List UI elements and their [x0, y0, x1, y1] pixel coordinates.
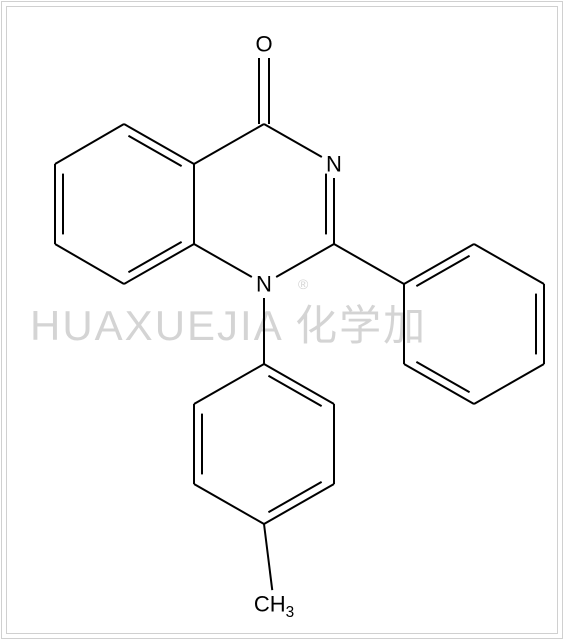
molecule-diagram: N N O CH3 [0, 0, 564, 640]
svg-text:N: N [256, 272, 272, 297]
svg-text:O: O [255, 32, 272, 57]
svg-text:CH3: CH3 [254, 592, 294, 622]
svg-text:N: N [326, 152, 342, 177]
